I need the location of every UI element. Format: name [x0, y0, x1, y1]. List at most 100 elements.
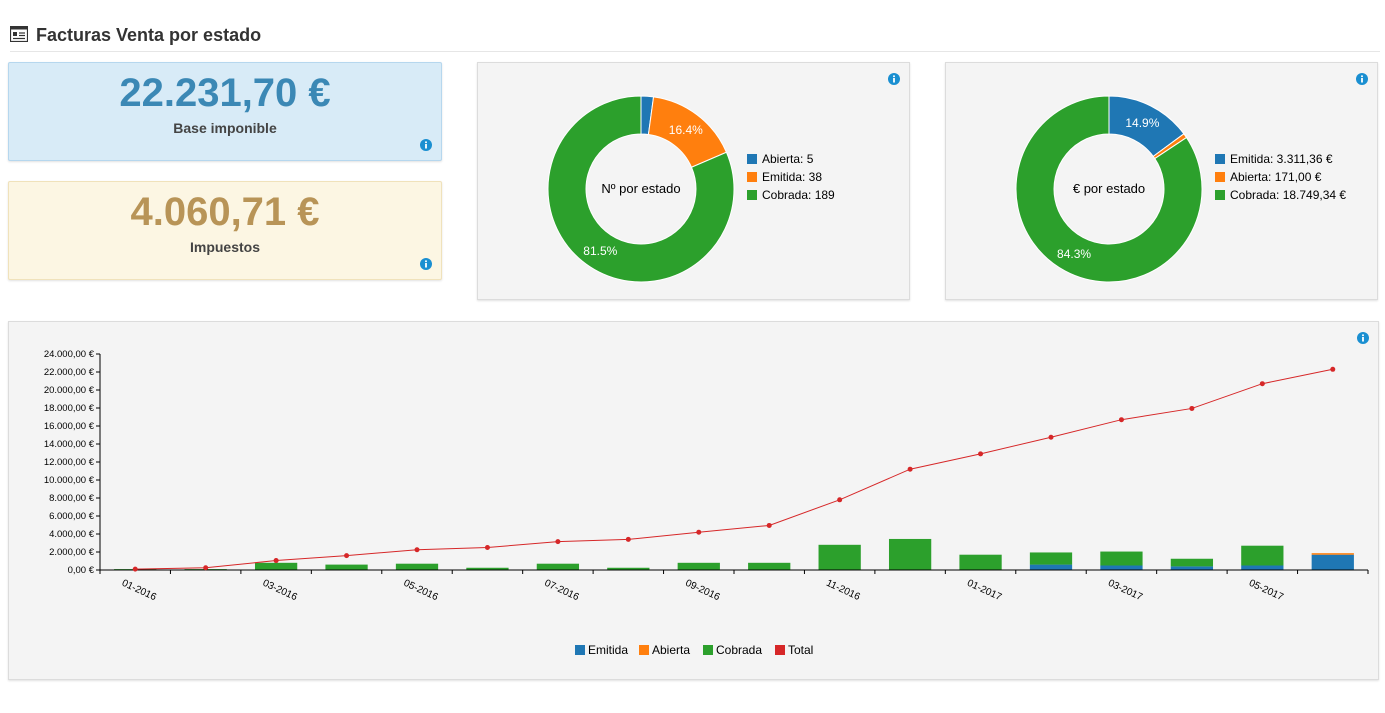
- kpi-base-value: 22.231,70 €: [119, 71, 331, 115]
- x-tick-label: 03-2016: [261, 578, 299, 604]
- bar-segment[interactable]: [1100, 551, 1143, 566]
- pie-slice[interactable]: [1015, 95, 1203, 283]
- bar-segment[interactable]: [1029, 552, 1073, 565]
- pie-center-label: € por estado: [1073, 181, 1145, 196]
- legend-entry[interactable]: Emitida: [588, 643, 628, 657]
- kpi-base-label: Base imponible: [173, 120, 277, 136]
- bar-segment[interactable]: [607, 567, 650, 570]
- info-icon[interactable]: [1357, 332, 1369, 344]
- info-icon[interactable]: [420, 258, 432, 270]
- y-tick-label: 16.000,00 €: [44, 421, 95, 432]
- pie-percent-label: 16.4%: [669, 123, 703, 137]
- legend-entry[interactable]: Cobrada: 18.749,34 €: [1230, 188, 1346, 202]
- info-icon[interactable]: [1356, 73, 1368, 85]
- total-point[interactable]: [837, 497, 843, 503]
- pie-count-chart: 16.4% 81.5% Nº por estado Abierta: 5 Emitida…: [547, 95, 835, 283]
- info-icon[interactable]: [420, 139, 432, 151]
- total-point[interactable]: [1330, 366, 1336, 372]
- bar-segment[interactable]: [395, 563, 439, 570]
- legend-swatch: [639, 645, 649, 655]
- section-header: Facturas Venta por estado: [10, 22, 1380, 52]
- monthly-bar-chart: 0,00 € 2.000,00 € 4.000,00 € 6.000,00 € 8.00…: [44, 349, 1369, 657]
- bar-segment[interactable]: [888, 538, 932, 570]
- total-point[interactable]: [132, 566, 138, 572]
- legend-swatch: [747, 190, 757, 200]
- legend-swatch: [747, 154, 757, 164]
- total-point[interactable]: [1259, 381, 1265, 387]
- page-title: Facturas Venta por estado: [36, 25, 262, 45]
- kpi-impuestos: 4.060,71 € Impuestos: [8, 181, 442, 280]
- y-tick-label: 14.000,00 €: [44, 439, 95, 450]
- kpi-base-imponible: 22.231,70 € Base imponible: [8, 62, 442, 161]
- x-tick-label: 05-2017: [1247, 578, 1285, 604]
- kpi-tax-value: 4.060,71 €: [130, 190, 320, 234]
- legend-entry[interactable]: Abierta: 171,00 €: [1230, 170, 1322, 184]
- total-point[interactable]: [978, 451, 984, 457]
- bar-segment[interactable]: [1170, 558, 1214, 567]
- total-point[interactable]: [907, 466, 913, 472]
- legend-entry[interactable]: Abierta: 5: [762, 152, 814, 166]
- x-tick-label: 05-2016: [402, 578, 440, 604]
- kpi-tax-label: Impuestos: [189, 239, 260, 255]
- bar-segment[interactable]: [959, 554, 1002, 570]
- bar-segment[interactable]: [748, 562, 791, 570]
- monthly-bar-panel: 0,00 € 2.000,00 € 4.000,00 € 6.000,00 € 8.00…: [8, 321, 1379, 680]
- y-tick-label: 0,00 €: [68, 565, 95, 576]
- bar-segment[interactable]: [1311, 554, 1354, 570]
- bar-segment[interactable]: [1100, 565, 1143, 571]
- legend-swatch: [775, 645, 785, 655]
- total-point[interactable]: [203, 565, 209, 571]
- legend-entry[interactable]: Total: [788, 643, 813, 657]
- bar-segment[interactable]: [466, 567, 509, 570]
- total-point[interactable]: [555, 539, 561, 545]
- legend-entry[interactable]: Emitida: 38: [762, 170, 822, 184]
- y-tick-label: 24.000,00 €: [44, 349, 95, 360]
- legend-entry[interactable]: Abierta: [652, 643, 690, 657]
- bar-segment[interactable]: [1029, 564, 1073, 570]
- legend-swatch: [1215, 172, 1225, 182]
- pie-percent-label: 14.9%: [1125, 116, 1159, 130]
- legend-entry[interactable]: Cobrada: [716, 643, 762, 657]
- bar-segment[interactable]: [254, 562, 298, 570]
- y-tick-label: 20.000,00 €: [44, 385, 95, 396]
- y-tick-label: 22.000,00 €: [44, 367, 95, 378]
- x-tick-label: 11-2016: [824, 578, 862, 603]
- y-tick-label: 4.000,00 €: [49, 529, 95, 540]
- y-tick-label: 12.000,00 €: [44, 457, 95, 468]
- pie-slice[interactable]: [547, 95, 735, 283]
- x-tick-label: 09-2016: [684, 578, 722, 604]
- total-point[interactable]: [273, 558, 279, 564]
- pie-amount-chart: 14.9% 84.3% € por estado Emitida: 3.311,36 …: [1015, 95, 1346, 283]
- total-point[interactable]: [1118, 417, 1124, 423]
- document-list-icon: [10, 26, 28, 42]
- bar-segment[interactable]: [1311, 553, 1354, 555]
- total-point[interactable]: [696, 529, 702, 535]
- y-tick-label: 18.000,00 €: [44, 403, 95, 414]
- legend-entry[interactable]: Emitida: 3.311,36 €: [1230, 152, 1333, 166]
- bar-segment[interactable]: [325, 564, 368, 570]
- total-point[interactable]: [414, 547, 420, 553]
- bar-segment[interactable]: [536, 563, 580, 570]
- bar-segment[interactable]: [1241, 565, 1284, 571]
- pie-amount-panel: 14.9% 84.3% € por estado Emitida: 3.311,36 …: [945, 62, 1378, 300]
- bar-segment[interactable]: [677, 562, 720, 570]
- info-icon[interactable]: [888, 73, 900, 85]
- total-point[interactable]: [1048, 434, 1054, 440]
- total-point[interactable]: [766, 522, 772, 528]
- total-point[interactable]: [625, 536, 631, 542]
- legend-entry[interactable]: Cobrada: 189: [762, 188, 835, 202]
- bar-segment[interactable]: [818, 544, 861, 570]
- x-tick-label: 01-2016: [120, 578, 158, 604]
- pie-percent-label: 81.5%: [583, 244, 617, 258]
- total-line: [135, 368, 1333, 570]
- total-point[interactable]: [1189, 405, 1195, 411]
- pie-center-label: Nº por estado: [601, 181, 680, 196]
- total-point[interactable]: [484, 545, 490, 550]
- total-point[interactable]: [344, 553, 350, 559]
- y-tick-label: 10.000,00 €: [44, 475, 95, 486]
- bar-segment[interactable]: [1170, 566, 1214, 570]
- legend-swatch: [747, 172, 757, 182]
- legend-swatch: [703, 645, 713, 655]
- bar-segment[interactable]: [1241, 545, 1284, 566]
- y-tick-label: 8.000,00 €: [49, 493, 95, 504]
